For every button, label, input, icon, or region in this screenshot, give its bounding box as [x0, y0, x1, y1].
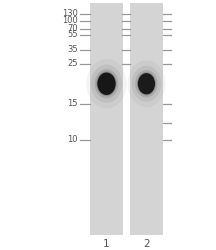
- Ellipse shape: [97, 72, 116, 95]
- Text: 35: 35: [67, 46, 78, 54]
- Ellipse shape: [127, 60, 165, 107]
- Ellipse shape: [135, 70, 158, 98]
- Ellipse shape: [86, 59, 127, 108]
- Text: 15: 15: [67, 99, 78, 108]
- Bar: [130, 2, 163, 235]
- Text: 1: 1: [103, 239, 110, 249]
- Text: 10: 10: [67, 136, 78, 144]
- Bar: [90, 2, 123, 235]
- Text: 25: 25: [67, 59, 78, 68]
- Ellipse shape: [137, 72, 156, 96]
- Ellipse shape: [96, 72, 117, 96]
- Text: 130: 130: [62, 9, 78, 18]
- Ellipse shape: [138, 73, 155, 94]
- Ellipse shape: [91, 64, 122, 103]
- Text: 55: 55: [67, 30, 78, 39]
- Ellipse shape: [132, 66, 161, 102]
- Text: 70: 70: [67, 24, 78, 33]
- Ellipse shape: [95, 69, 118, 98]
- Text: 2: 2: [143, 239, 150, 249]
- Text: 100: 100: [62, 16, 78, 25]
